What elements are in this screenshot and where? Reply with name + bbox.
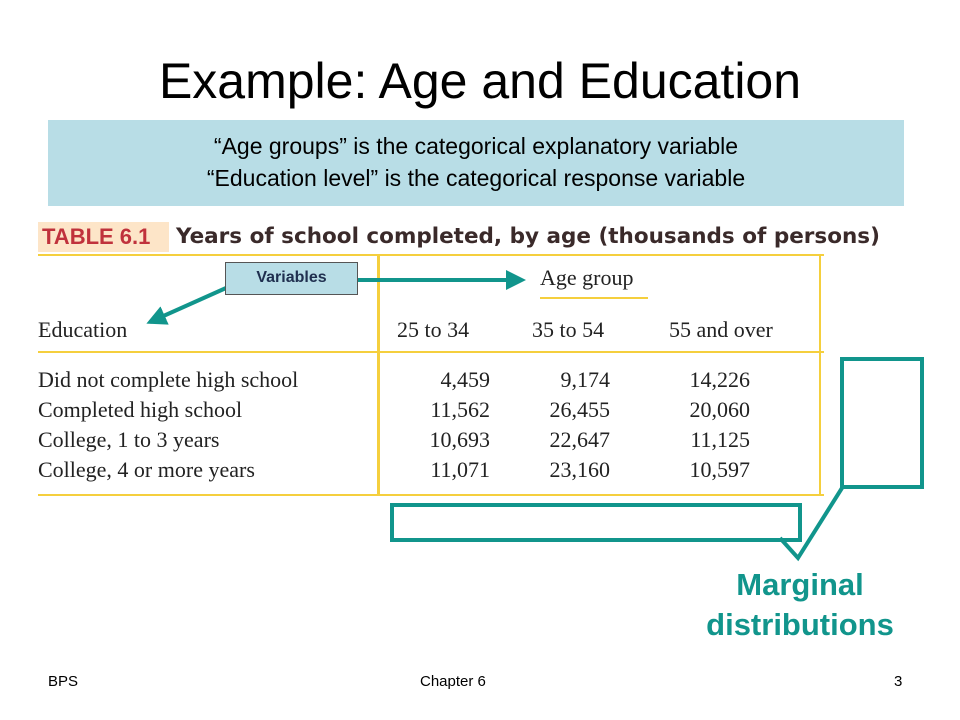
row-label-college-1-3: College, 1 to 3 years <box>38 427 220 452</box>
footer-page-number: 3 <box>894 673 903 690</box>
marginal-row-box <box>390 503 802 542</box>
table-rule-top <box>38 254 824 256</box>
marginal-line-1: Marginal <box>736 567 864 602</box>
table-cell: 23,160 <box>549 457 611 482</box>
table-cell: 10,693 <box>429 427 491 452</box>
marginal-distributions-label: Marginal distributions <box>680 565 920 645</box>
table-cell: 11,071 <box>430 457 490 482</box>
column-header-25-34: 25 to 34 <box>397 317 470 342</box>
arrow-to-education <box>146 286 227 325</box>
table-caption: Years of school completed, by age (thous… <box>176 224 880 249</box>
education-header: Education <box>38 317 128 342</box>
table-cell: 9,174 <box>560 367 611 392</box>
age-group-header: Age group <box>540 265 634 290</box>
table-label: TABLE 6.1 <box>38 222 169 252</box>
footer-left: BPS <box>48 673 79 690</box>
variables-label: Variables <box>225 262 358 295</box>
table-cell: 22,647 <box>549 427 611 452</box>
table-cell: 14,226 <box>689 367 751 392</box>
table-cell: 10,597 <box>689 457 751 482</box>
table-cell: 20,060 <box>689 397 751 422</box>
column-header-55-over: 55 and over <box>669 317 773 342</box>
callout-box: “Age groups” is the categorical explanat… <box>48 120 904 206</box>
table-cell: 11,562 <box>430 397 490 422</box>
table-rule-header <box>38 351 824 353</box>
footer-center: Chapter 6 <box>420 673 486 690</box>
row-label-no-high-school: Did not complete high school <box>38 367 299 392</box>
table-cell: 11,125 <box>690 427 750 452</box>
marginal-column-box <box>840 357 924 489</box>
row-label-high-school: Completed high school <box>38 397 243 422</box>
table-rule-right <box>819 254 821 496</box>
marginal-line-2: distributions <box>706 607 894 642</box>
table-rule-divider <box>377 254 380 496</box>
callout-line-response: “Education level” is the categorical res… <box>206 165 746 191</box>
slide-title: Example: Age and Education <box>158 53 802 109</box>
table-rule-bottom <box>38 494 824 496</box>
marginal-pointer <box>778 486 844 562</box>
callout-line-explanatory: “Age groups” is the categorical explanat… <box>213 133 739 159</box>
row-label-college-4-plus: College, 4 or more years <box>38 457 255 482</box>
age-group-underline <box>540 297 648 299</box>
table-cell: 26,455 <box>549 397 611 422</box>
column-header-35-54: 35 to 54 <box>532 317 605 342</box>
table-cell: 4,459 <box>440 367 491 392</box>
